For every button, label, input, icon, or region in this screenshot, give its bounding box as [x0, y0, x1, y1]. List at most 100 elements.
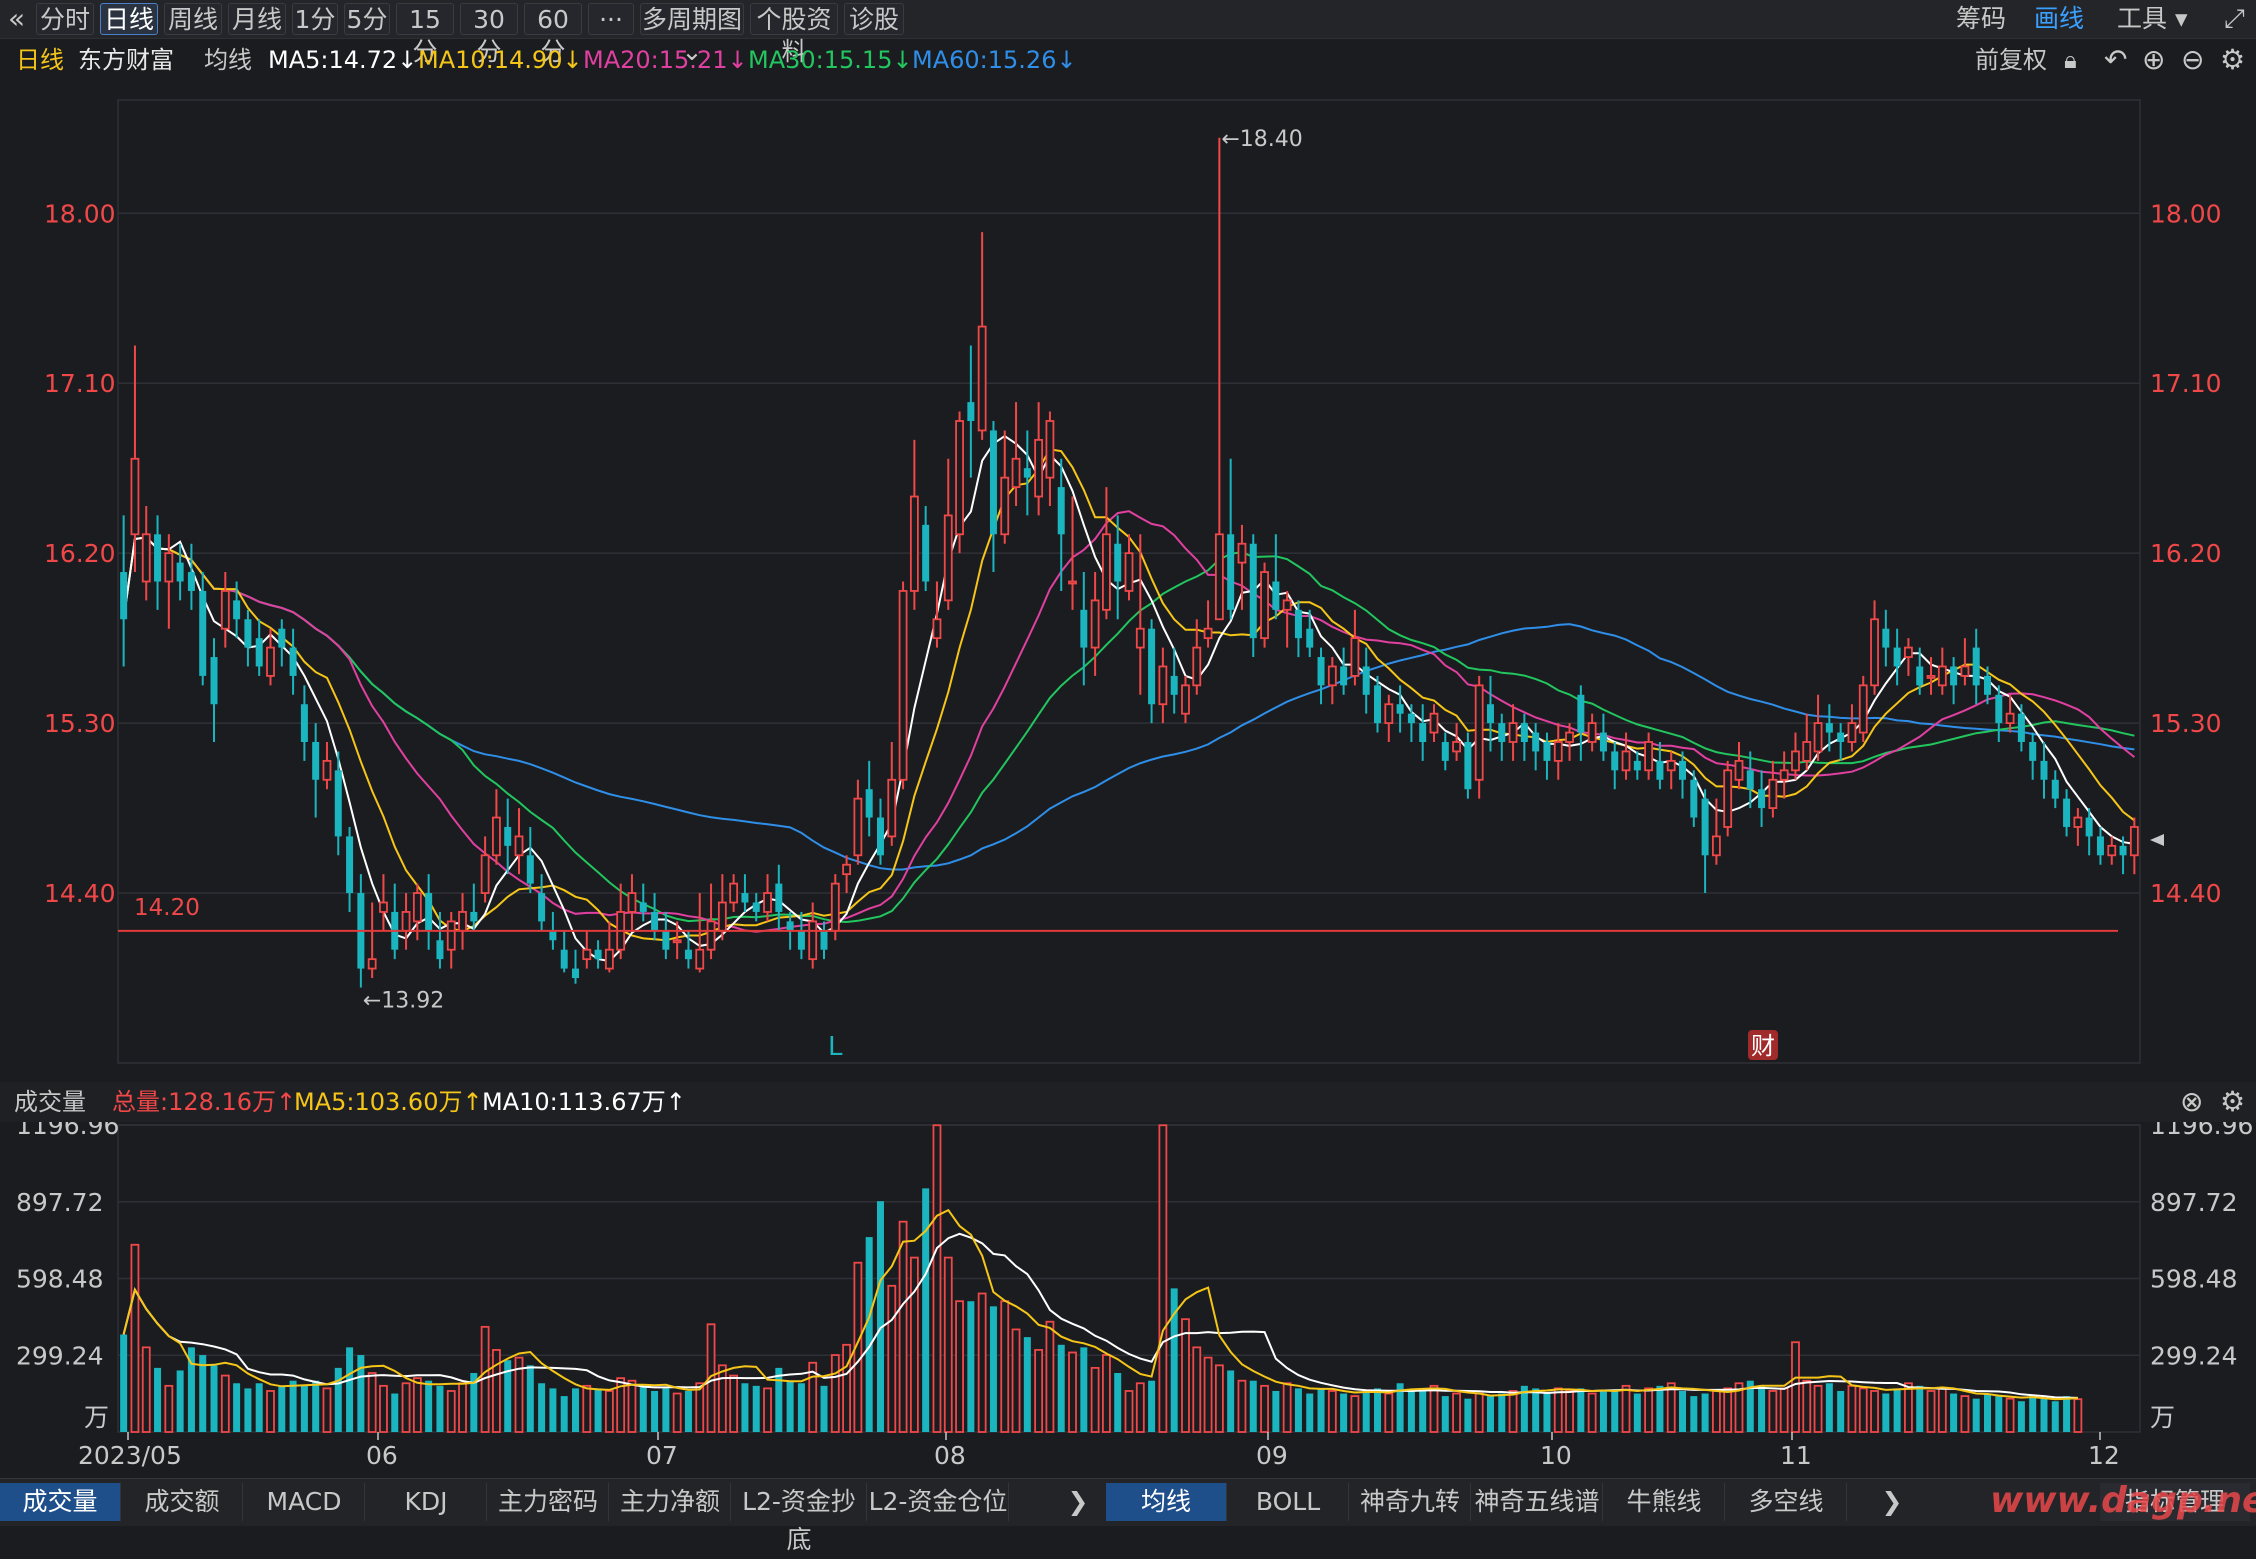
overlay-tab-1[interactable]: BOLL: [1228, 1483, 1349, 1521]
volume-bar-down: [1374, 1388, 1382, 1432]
volume-bar-up: [401, 1382, 411, 1433]
indicator-tab-0[interactable]: 成交量: [0, 1483, 121, 1521]
back-icon[interactable]: «: [8, 2, 26, 35]
indicator-tab-5[interactable]: 主力净额: [610, 1483, 731, 1521]
candle-body-down: [1577, 694, 1585, 733]
volume-bar-down: [1249, 1380, 1257, 1432]
zoom-in-icon[interactable]: ⊕: [2142, 43, 2166, 76]
overlay-tab-2[interactable]: 神奇九转: [1350, 1483, 1471, 1521]
tab-9[interactable]: ···: [588, 3, 634, 35]
candle-body-down: [2096, 836, 2104, 856]
volume-bar-down: [1080, 1347, 1088, 1432]
adjust-button[interactable]: 前复权: [1975, 46, 2047, 74]
tab-11[interactable]: 个股资料: [750, 3, 838, 66]
indicator-tab-7[interactable]: L2-资金仓位: [868, 1483, 1009, 1521]
volume-bar-down: [2051, 1401, 2059, 1432]
candle-body-down: [538, 893, 546, 922]
close-icon[interactable]: ⊗: [2180, 1085, 2204, 1118]
tab-10[interactable]: 多周期图 ⌄: [640, 3, 744, 66]
overlay-tab-5[interactable]: 多空线: [1726, 1483, 1847, 1521]
tabs-scroll-right-icon[interactable]: ❯: [1067, 1487, 1089, 1516]
candle-body-up: [1587, 722, 1597, 743]
candle-body-up: [1565, 731, 1574, 743]
volume-ma10-line: [122, 1232, 2078, 1399]
candle-body-up: [1779, 769, 1789, 781]
tab-0[interactable]: 分时: [36, 3, 94, 35]
candle-body-down: [1340, 666, 1348, 686]
tab-7[interactable]: 30分: [460, 3, 518, 66]
volume-bar-up: [1429, 1384, 1439, 1433]
tab-5[interactable]: 5分: [344, 3, 390, 35]
candle-body-down: [967, 402, 975, 421]
overlay-tab-4[interactable]: 牛熊线: [1604, 1483, 1725, 1521]
volume-bar-down: [1633, 1393, 1641, 1432]
volume-bar-down: [1114, 1373, 1122, 1432]
candle-body-down: [639, 902, 647, 912]
volume-bar-up: [514, 1356, 524, 1433]
fullscreen-icon[interactable]: ⤢: [2224, 4, 2245, 34]
indicator-tab-1[interactable]: 成交额: [122, 1483, 243, 1521]
tab-12[interactable]: 诊股: [844, 3, 904, 35]
tab-6[interactable]: 15分: [396, 3, 454, 66]
tab-2[interactable]: 周线: [164, 3, 222, 35]
candle-body-up: [446, 920, 456, 951]
volume-bar-up: [955, 1300, 964, 1433]
zoom-out-icon[interactable]: ⊖: [2181, 43, 2205, 76]
tab-8[interactable]: 60分: [524, 3, 582, 66]
avg-label[interactable]: 均线: [204, 46, 252, 74]
volume-bar-up: [1723, 1387, 1733, 1433]
volume-bar-down: [1170, 1288, 1178, 1432]
chips-button[interactable]: 筹码: [1956, 4, 2007, 33]
volume-bar-up: [1000, 1300, 1010, 1433]
indicator-tab-6[interactable]: L2-资金抄底: [732, 1483, 867, 1554]
volume-bar-down: [1340, 1393, 1348, 1432]
volume-bar-down: [1950, 1393, 1958, 1432]
volume-bar-down: [865, 1237, 873, 1432]
volume-bar-up: [582, 1384, 592, 1433]
candle-body-down: [1679, 760, 1687, 780]
tabs-scroll-right-icon-2[interactable]: ❯: [1881, 1487, 1903, 1516]
volume-bar-up: [717, 1364, 727, 1433]
candle-body-down: [1362, 666, 1370, 695]
indicator-tab-2[interactable]: MACD: [244, 1483, 365, 1521]
candle-body-down: [651, 911, 659, 931]
volume-bar-up: [1214, 1364, 1224, 1433]
low-annotation: ←13.92: [363, 988, 444, 1013]
lock-icon[interactable]: 🔒︎: [2064, 46, 2077, 74]
undo-icon[interactable]: ↶: [2104, 43, 2128, 76]
tools-button[interactable]: 工具 ▾: [2117, 4, 2188, 33]
volume-settings-gear-icon[interactable]: ⚙: [2220, 1085, 2246, 1118]
volume-bar-up: [977, 1292, 987, 1433]
tab-1[interactable]: 日线: [100, 3, 158, 35]
volume-bar-up: [1960, 1395, 1970, 1433]
overlay-tab-3[interactable]: 神奇五线谱: [1472, 1483, 1603, 1521]
candle-body-up: [1158, 665, 1168, 706]
price-tick-right: 18.00: [2150, 199, 2222, 228]
volume-bar-down: [120, 1334, 128, 1432]
volume-bar-down: [1272, 1390, 1280, 1432]
candle-body-down: [154, 534, 162, 582]
volume-bar-up: [492, 1349, 501, 1433]
volume-bar-up: [266, 1390, 275, 1433]
volume-ma5-line: [122, 1208, 2078, 1401]
candle-body-down: [210, 657, 218, 705]
candle-body-up: [1282, 599, 1292, 611]
price-frame: [117, 99, 2141, 1064]
drawing-button[interactable]: 画线: [2034, 4, 2085, 33]
candle-body-up: [717, 901, 727, 932]
tab-3[interactable]: 月线: [228, 3, 286, 35]
volume-bar-down: [346, 1347, 354, 1432]
volume-bar-up: [1791, 1341, 1800, 1433]
indicator-tab-4[interactable]: 主力密码: [488, 1483, 609, 1521]
candle-body-up: [763, 892, 772, 913]
volume-unit-left: 万: [84, 1403, 109, 1432]
candle-body-up: [492, 816, 501, 857]
candle-body-down: [300, 704, 308, 742]
settings-gear-icon[interactable]: ⚙: [2220, 43, 2246, 76]
indicator-manage-button[interactable]: 指标管理: [2100, 1483, 2250, 1521]
volume-bar-down: [504, 1360, 512, 1432]
indicator-tab-3[interactable]: KDJ: [366, 1483, 487, 1521]
overlay-tab-0[interactable]: 均线: [1106, 1483, 1227, 1521]
tab-4[interactable]: 1分: [292, 3, 338, 35]
volume-bar-up: [1090, 1366, 1100, 1433]
